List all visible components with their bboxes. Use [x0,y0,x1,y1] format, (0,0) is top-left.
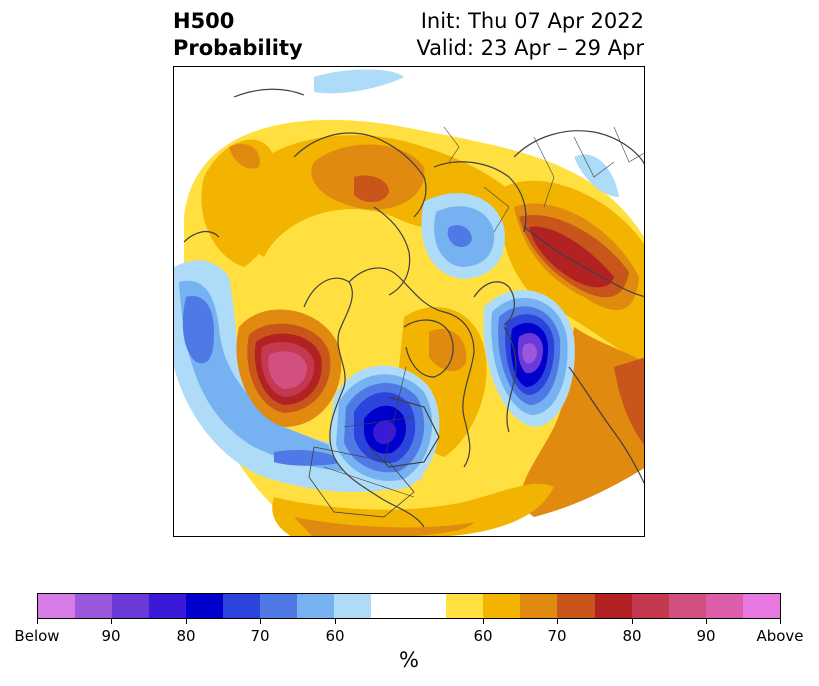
colorbar-segment [557,594,595,618]
probability-map [173,66,645,537]
colorbar-tick-label: 70 [250,627,270,645]
colorbar-segment [594,594,632,618]
colorbar-segment [742,594,780,618]
anomaly-west-above [201,139,278,267]
colorbar [37,593,781,619]
colorbar-tick-label: 80 [176,627,196,645]
anomaly-south-above-core [294,517,474,536]
colorbar-segment [38,594,76,618]
colorbar-segment [446,594,484,618]
colorbar-segment [186,594,224,618]
colorbar-segment [705,594,743,618]
map-svg [174,69,644,536]
init-date: Init: Thu 07 Apr 2022 [420,9,644,33]
colorbar-tick-label: 90 [696,627,716,645]
colorbar-tick [260,619,261,624]
anomaly-atlantic-below-peak [522,343,537,364]
colorbar-segment [297,594,335,618]
anomaly-northeast-below [574,154,619,197]
anomaly-arctic-above-core [354,175,389,203]
colorbar-tick [780,619,781,624]
colorbar-segment [668,594,706,618]
colorbar-tick [706,619,707,624]
colorbar-tick [37,619,38,624]
colorbar-tick [557,619,558,624]
colorbar-tick [335,619,336,624]
colorbar-segment [223,594,261,618]
colorbar-segment [371,594,447,618]
colorbar-segment [149,594,187,618]
colorbar-tick-label: 60 [325,627,345,645]
anomaly-arctic-below-center [447,225,472,247]
colorbar-tick-label: 90 [101,627,121,645]
title-line-1: H500 [173,9,235,33]
colorbar-tick-label: Above [756,627,804,645]
colorbar-segment [483,594,521,618]
colorbar-unit: % [399,648,419,672]
anomaly-southeast-above [521,327,644,517]
anomaly-west-above-inner [229,143,260,169]
colorbar-tick [632,619,633,624]
colorbar-segment [112,594,150,618]
coastlines [183,88,644,528]
colorbar-tick [483,619,484,624]
colorbar-tick [186,619,187,624]
anomaly-pacific-above-core [268,351,307,389]
colorbar-tick-label: 80 [622,627,642,645]
colorbar-tick [111,619,112,624]
colorbar-segment [631,594,669,618]
colorbar-tick-label: Below [14,627,60,645]
chart-title: H500 Probability [173,8,303,62]
colorbar-segment [75,594,113,618]
anomaly-north-below [314,69,404,94]
title-line-2: Probability [173,36,303,60]
anomaly-southeast-above-core [614,357,644,447]
valid-dates: Valid: 23 Apr – 29 Apr [416,36,644,60]
anomaly-central-above-core [429,328,467,372]
colorbar-segment [260,594,298,618]
colorbar-tick-label: 70 [547,627,567,645]
anomaly-pacific-below-south [274,450,344,466]
colorbar-tick-label: 60 [473,627,493,645]
colorbar-segment [520,594,558,618]
anomaly-fields [174,69,644,536]
colorbar-segment [334,594,372,618]
valid-period: Init: Thu 07 Apr 2022 Valid: 23 Apr – 29… [416,8,644,62]
anomaly-pacific-below-core [182,296,214,364]
anomaly-pacific-below-inner [179,280,404,474]
anomaly-centralna-below-center [373,420,397,445]
